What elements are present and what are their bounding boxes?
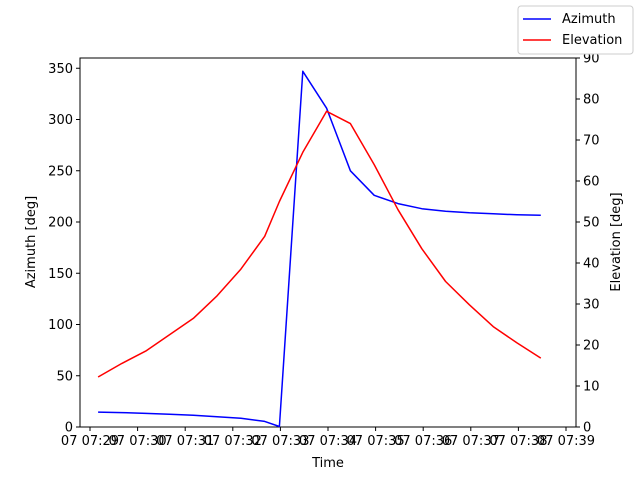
x-tick-label: 07 07:32 [204, 434, 262, 449]
right-tick-label: 70 [583, 134, 600, 149]
right-tick-label: 0 [583, 421, 591, 436]
legend-label-azimuth: Azimuth [562, 12, 616, 27]
x-tick-label: 07 07:38 [489, 434, 547, 449]
left-tick-label: 300 [48, 113, 73, 128]
series-line-azimuth [98, 70, 541, 428]
x-tick-label: 07 07:30 [109, 434, 167, 449]
x-tick-label: 07 07:36 [394, 434, 452, 449]
right-tick-label: 30 [583, 298, 600, 313]
left-tick-label: 200 [48, 216, 73, 231]
right-tick-label: 80 [583, 93, 600, 108]
right-axis-ticks: 0 10 20 30 40 50 60 70 80 90 [576, 52, 600, 436]
left-tick-label: 50 [56, 369, 73, 384]
left-axis-label: Azimuth [deg] [24, 196, 39, 288]
x-tick-label: 07 07:35 [347, 434, 405, 449]
x-tick-label: 07 07:37 [442, 434, 500, 449]
legend-label-elevation: Elevation [562, 33, 622, 48]
x-tick-label: 07 07:34 [299, 434, 357, 449]
x-tick-label: 07 07:31 [156, 434, 214, 449]
right-tick-label: 50 [583, 216, 600, 231]
x-tick-label: 07 07:39 [537, 434, 595, 449]
right-tick-label: 10 [583, 380, 600, 395]
left-axis-ticks: 0 50 100 150 200 250 300 350 [48, 62, 80, 436]
left-tick-label: 250 [48, 164, 73, 179]
right-tick-label: 20 [583, 339, 600, 354]
series-line-elevation [97, 110, 542, 378]
left-tick-label: 150 [48, 267, 73, 282]
right-axis-label: Elevation [deg] [609, 192, 624, 291]
legend: Azimuth Elevation [517, 5, 634, 55]
x-axis-label: Time [311, 456, 344, 471]
right-tick-label: 90 [583, 52, 600, 67]
right-tick-label: 40 [583, 257, 600, 272]
x-tick-label: 07 07:29 [61, 434, 119, 449]
left-tick-label: 350 [48, 62, 73, 77]
left-tick-label: 0 [65, 421, 73, 436]
legend-box [517, 5, 634, 55]
x-tick-label: 07 07:33 [251, 434, 309, 449]
series-layer [97, 70, 542, 428]
right-tick-label: 60 [583, 175, 600, 190]
left-tick-label: 100 [48, 318, 73, 333]
